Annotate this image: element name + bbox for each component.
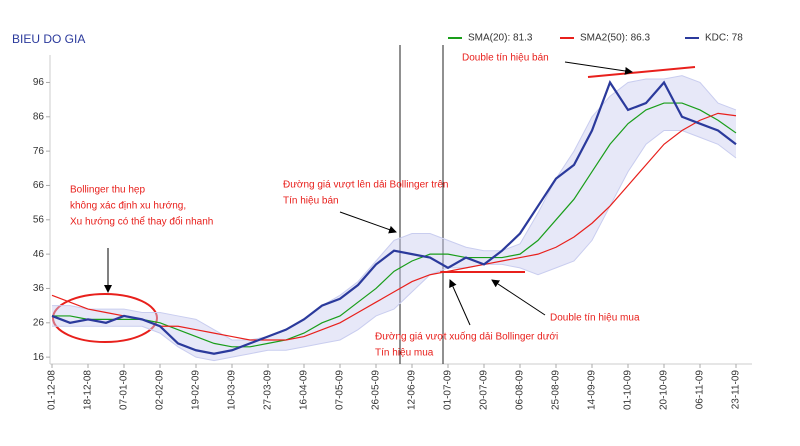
x-tick-label: 06-11-09 bbox=[695, 370, 706, 410]
x-tick-label: 20-07-09 bbox=[479, 370, 490, 410]
bollinger-band bbox=[52, 75, 736, 361]
x-tick-label: 26-05-09 bbox=[371, 370, 382, 410]
annotation: Đường giá vượt xuống dải Bollinger dưới bbox=[375, 331, 558, 343]
x-tick-label: 01-10-09 bbox=[623, 370, 634, 410]
annotation: không xác định xu hướng, bbox=[70, 201, 186, 212]
series-line bbox=[51, 80, 737, 355]
annotation: Double tín hiệu bán bbox=[462, 53, 549, 64]
x-tick-label: 23-11-09 bbox=[731, 370, 742, 410]
plot bbox=[51, 75, 737, 362]
x-tick-label: 07-01-09 bbox=[119, 370, 130, 410]
y-tick-label: 86 bbox=[33, 111, 45, 122]
y-tick-label: 66 bbox=[33, 180, 45, 191]
x-tick-label: 27-03-09 bbox=[263, 370, 274, 410]
x-tick-label: 14-09-09 bbox=[587, 370, 598, 410]
x-tick-label: 25-08-09 bbox=[551, 370, 562, 410]
arrow bbox=[564, 61, 633, 75]
series-line bbox=[52, 102, 737, 348]
chart-title: BIEU DO GIA bbox=[12, 32, 85, 46]
x-tick-label: 18-12-08 bbox=[83, 370, 94, 410]
x-tick-label: 20-10-09 bbox=[659, 370, 670, 410]
series-line bbox=[51, 112, 737, 341]
legend-label: SMA(20): 81.3 bbox=[468, 33, 533, 44]
band-upper bbox=[52, 75, 737, 341]
x-tick-label: 12-06-09 bbox=[407, 370, 418, 410]
x-tick-label: 01-07-09 bbox=[443, 370, 454, 410]
y-tick-label: 36 bbox=[33, 283, 45, 294]
arrow bbox=[339, 211, 397, 234]
y-tick-label: 16 bbox=[33, 352, 45, 363]
legend: SMA(20): 81.3 SMA2(50): 86.3 KDC: 78 bbox=[448, 33, 743, 44]
legend-label: KDC: 78 bbox=[705, 33, 743, 44]
annotation: Tín hiệu bán bbox=[283, 196, 339, 207]
x-tick-label: 10-03-09 bbox=[227, 370, 238, 410]
y-tick-label: 96 bbox=[33, 77, 45, 88]
legend-label: SMA2(50): 86.3 bbox=[580, 33, 650, 44]
x-tick-label: 06-08-09 bbox=[515, 370, 526, 410]
y-tick-label: 26 bbox=[33, 317, 45, 328]
y-tick-label: 56 bbox=[33, 214, 45, 225]
annotation: Double tín hiệu mua bbox=[550, 313, 640, 324]
band-lower bbox=[52, 130, 737, 362]
x-tick-label: 01-12-08 bbox=[47, 370, 58, 410]
arrow bbox=[449, 279, 471, 326]
x-tick-label: 16-04-09 bbox=[299, 370, 310, 410]
annotation: Tín hiệu mua bbox=[375, 348, 434, 359]
highlight-ellipse bbox=[52, 293, 158, 343]
resistance-line bbox=[587, 66, 696, 78]
annotation: Xu hướng có thể thay đổi nhanh bbox=[70, 216, 213, 228]
x-tick-label: 19-02-09 bbox=[191, 370, 202, 410]
arrow bbox=[491, 279, 546, 316]
x-tick-label: 02-02-09 bbox=[155, 370, 166, 410]
y-tick-label: 46 bbox=[33, 249, 45, 260]
annotation: Đường giá vượt lên dải Bollinger trên bbox=[283, 180, 448, 191]
x-tick-label: 07-05-09 bbox=[335, 370, 346, 410]
y-tick-label: 76 bbox=[33, 146, 45, 157]
annotation: Bollinger thu hẹp bbox=[70, 185, 145, 196]
